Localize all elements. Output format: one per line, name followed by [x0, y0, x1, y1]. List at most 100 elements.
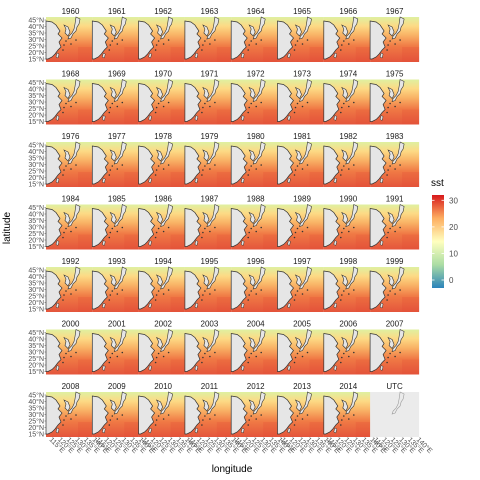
island-dot: [63, 294, 65, 296]
island-dot: [111, 290, 114, 292]
island-dot: [62, 236, 64, 239]
land-japan: [160, 329, 173, 352]
island-dot: [157, 352, 160, 355]
coastline-japan: [391, 391, 405, 415]
sst-warm-region: [309, 172, 327, 187]
island-dot: [394, 230, 396, 233]
facet-strip-label: 1992: [62, 257, 80, 266]
facet-panel: 1965: [277, 7, 327, 62]
y-tick-label: 20°N: [28, 111, 44, 119]
sst-warm-region: [170, 234, 188, 250]
island-dot: [250, 352, 252, 355]
island-dot: [116, 418, 119, 420]
island-dot: [62, 424, 64, 426]
land-taiwan: [55, 240, 60, 246]
land-mainland: [230, 83, 248, 122]
island-dot: [340, 236, 342, 239]
land-korea: [248, 399, 256, 412]
island-dot: [293, 174, 296, 176]
land-taiwan: [240, 177, 245, 184]
legend-tick-label: 0: [449, 276, 454, 285]
y-tick-label: 20°N: [28, 424, 44, 432]
island-dot: [154, 299, 157, 301]
island-dot: [201, 49, 203, 51]
sst-warm-region: [263, 172, 281, 187]
island-dot: [162, 355, 165, 358]
land-mainland: [91, 20, 109, 60]
land-mainland: [184, 20, 202, 60]
land-mainland: [138, 145, 156, 185]
island-dot: [204, 352, 206, 355]
island-dot: [63, 169, 65, 171]
land-japan: [206, 391, 220, 415]
island-dot: [62, 49, 64, 51]
island-dot: [121, 39, 124, 41]
land-taiwan: [287, 427, 291, 434]
land-korea: [248, 211, 256, 225]
legend: sst 0 10 20 30: [431, 178, 458, 288]
island-dot: [209, 230, 211, 233]
land-mainland: [138, 83, 156, 122]
land-mainland: [230, 208, 248, 247]
island-dot: [260, 226, 262, 229]
land-mainland: [91, 395, 109, 435]
island-dot: [386, 299, 388, 301]
land-korea: [248, 149, 256, 162]
island-dot: [121, 164, 124, 166]
y-tick-label: 40°N: [28, 398, 44, 406]
island-dot: [255, 105, 257, 108]
land-korea: [63, 336, 71, 350]
island-dot: [157, 290, 160, 292]
island-dot: [209, 43, 211, 45]
facet-strip-label: 1963: [201, 7, 219, 16]
island-dot: [386, 111, 388, 114]
island-dot: [111, 352, 114, 355]
legend-tick-label: 20: [449, 223, 458, 232]
y-tick-label: 15°N: [28, 368, 44, 376]
sst-warm-region: [124, 359, 142, 375]
sst-warm-region: [216, 297, 234, 312]
facet-strip-label: 1983: [386, 132, 404, 141]
land-mainland: [230, 395, 248, 435]
land-mainland: [323, 83, 341, 122]
sst-warm-region: [78, 234, 95, 250]
land-japan: [113, 79, 127, 102]
land-mainland: [184, 395, 202, 435]
facet-panel: 2013: [277, 382, 327, 437]
island-dot: [250, 415, 252, 417]
facet-panel: 1972: [230, 70, 281, 125]
island-dot: [296, 352, 299, 355]
land-taiwan: [287, 52, 291, 59]
island-dot: [108, 111, 111, 114]
land-taiwan: [287, 115, 291, 121]
facet-strip-label: 1971: [201, 70, 219, 79]
land-mainland: [91, 208, 109, 247]
land-taiwan: [194, 240, 199, 246]
island-dot: [162, 168, 165, 170]
island-dot: [75, 164, 77, 166]
land-mainland: [230, 270, 248, 310]
island-dot: [353, 289, 355, 291]
land-japan: [345, 329, 359, 352]
sst-warm-region: [309, 109, 327, 125]
facet-strip-label: 1996: [247, 257, 265, 266]
island-dot: [386, 236, 388, 239]
island-dot: [340, 174, 342, 176]
land-japan: [391, 79, 405, 102]
sst-warm-region: [216, 234, 234, 250]
land-taiwan: [194, 427, 199, 434]
land-korea: [63, 399, 71, 412]
land-mainland: [323, 208, 341, 247]
island-dot: [116, 230, 119, 233]
land-korea: [341, 274, 349, 287]
facet-panel: 2008: [45, 382, 95, 437]
facet-panel: 2010: [138, 382, 188, 437]
island-dot: [301, 230, 304, 233]
land-mainland: [369, 20, 387, 60]
land-taiwan: [287, 365, 291, 371]
y-tick-label: 45°N: [28, 204, 44, 212]
land-korea: [63, 211, 71, 225]
land-taiwan: [102, 302, 106, 309]
island-dot: [353, 351, 355, 354]
land-taiwan: [333, 427, 338, 434]
